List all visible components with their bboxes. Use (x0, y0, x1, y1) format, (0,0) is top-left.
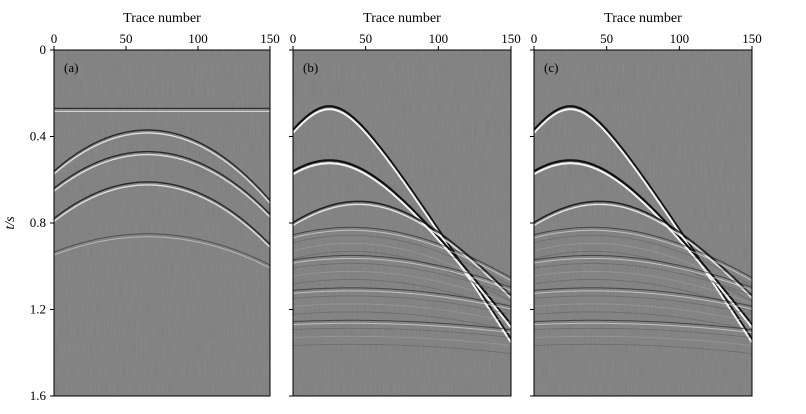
event-layer-6-1 (293, 327, 511, 339)
event-dark-1 (534, 159, 752, 326)
x-tick-label: 150 (501, 31, 521, 46)
event-dark-5 (293, 287, 511, 307)
panel-tag: (a) (64, 60, 78, 75)
event-dark-4 (54, 233, 270, 266)
event-dark-6 (534, 319, 752, 331)
x-tick-label: 0 (531, 31, 538, 46)
event-light-3 (534, 229, 752, 282)
event-layer-6-1 (534, 327, 752, 339)
event-light-6 (534, 322, 752, 334)
event-layer-6-2 (534, 335, 752, 347)
event-light-3 (54, 184, 270, 248)
y-axis-label: t/s (3, 216, 18, 230)
event-layer-4-2 (293, 270, 511, 304)
event-light-4 (534, 257, 752, 291)
event-dark-4 (534, 254, 752, 288)
noise-texture (54, 50, 270, 396)
event-dark-2 (534, 200, 752, 296)
event-layer-3-1 (534, 234, 752, 286)
event-layer-6-3 (534, 343, 752, 355)
event-layer-4-2 (534, 270, 752, 304)
x-axis-label: Trace number (363, 11, 441, 26)
event-dark-2 (293, 200, 511, 296)
x-tick-label: 50 (600, 31, 613, 46)
x-tick-label: 50 (359, 31, 372, 46)
x-tick-label: 150 (742, 31, 762, 46)
event-layer-5-1 (293, 295, 511, 315)
event-dark-6 (293, 319, 511, 331)
x-tick-label: 150 (260, 31, 280, 46)
panel-3: 0 50 100 150 Trace number (c) (530, 11, 762, 397)
event-layer-5-3 (293, 311, 511, 331)
panel-tag: (b) (303, 60, 318, 75)
event-dark-3 (54, 181, 270, 245)
event-layer-4-1 (534, 262, 752, 296)
x-tick-label: 50 (120, 31, 133, 46)
event-light-0 (293, 108, 511, 343)
x-axis-label: Trace number (123, 11, 201, 26)
x-tick-label: 100 (429, 31, 449, 46)
event-dark-1 (54, 129, 270, 201)
event-light-5 (293, 290, 511, 310)
event-light-4 (293, 257, 511, 291)
panel-2: 0 50 100 150 Trace number (b) (289, 11, 521, 397)
x-tick-label: 100 (670, 31, 690, 46)
event-layer-5-2 (293, 303, 511, 323)
event-light-5 (534, 290, 752, 310)
event-dark-3 (293, 226, 511, 279)
event-light-2 (534, 203, 752, 299)
event-layer-5-1 (534, 295, 752, 315)
y-tick-label: 0.8 (30, 215, 46, 230)
event-layer-6-3 (293, 343, 511, 355)
noise-texture (293, 50, 511, 396)
panel-1: 0 50 100 150 Trace number 0 0.4 0.8 1.2 1.6 t/s (a) (3, 11, 280, 403)
event-light-2 (293, 203, 511, 299)
event-dark-3 (534, 226, 752, 279)
event-layer-6-2 (293, 335, 511, 347)
event-dark-2 (54, 150, 270, 215)
y-tick-label: 1.6 (30, 388, 47, 403)
y-tick-label: 0.4 (30, 129, 47, 144)
event-layer-4-1 (293, 262, 511, 296)
event-light-3 (293, 229, 511, 282)
y-tick-label: 0 (40, 42, 47, 57)
event-dark-4 (293, 254, 511, 288)
event-layer-5-2 (534, 303, 752, 323)
event-light-1 (54, 132, 270, 204)
x-axis-label: Trace number (604, 11, 682, 26)
x-tick-label: 0 (51, 31, 58, 46)
event-light-2 (54, 153, 270, 218)
event-light-6 (293, 322, 511, 334)
panel-tag: (c) (544, 60, 558, 75)
event-dark-1 (293, 159, 511, 326)
x-tick-label: 100 (188, 31, 208, 46)
noise-texture (534, 50, 752, 396)
event-layer-5-3 (534, 311, 752, 331)
event-light-0 (534, 108, 752, 343)
event-dark-5 (534, 287, 752, 307)
y-tick-label: 1.2 (30, 302, 46, 317)
event-layer-3-1 (293, 234, 511, 286)
x-tick-label: 0 (290, 31, 297, 46)
event-light-4 (54, 236, 270, 269)
